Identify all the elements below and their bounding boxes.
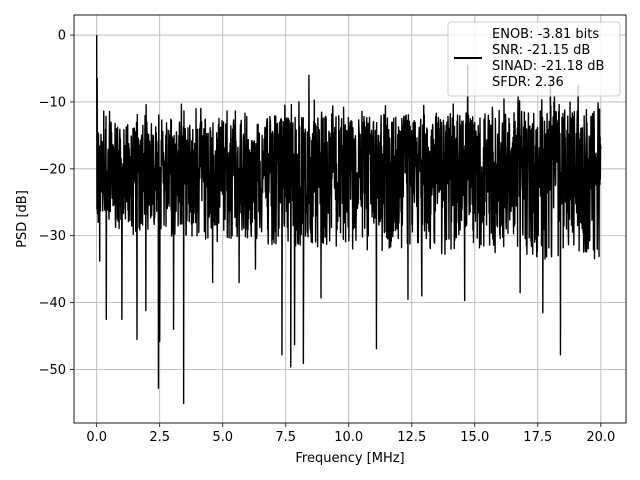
x-tick-label: 5.0 [212, 430, 233, 445]
x-tick-label: 2.5 [149, 430, 170, 445]
x-axis-label: Frequency [MHz] [295, 451, 404, 466]
legend-entry-sfdr: SFDR: 2.36 [492, 75, 564, 90]
legend-entry-sinad: SINAD: -21.18 dB [492, 59, 604, 74]
x-tick-label: 7.5 [275, 430, 296, 445]
legend-entry-enob: ENOB: -3.81 bits [492, 27, 599, 42]
x-tick-label: 12.5 [397, 430, 426, 445]
y-tick-label: 0 [58, 29, 66, 44]
x-tick-label: 17.5 [523, 430, 552, 445]
legend-entry-snr: SNR: -21.15 dB [492, 43, 590, 58]
x-tick-label: 10.0 [334, 430, 363, 445]
psd-series-line [95, 35, 602, 405]
y-tick-label: −40 [39, 296, 66, 311]
y-axis-label: PSD [dB] [15, 190, 30, 248]
x-tick-label: 20.0 [586, 430, 615, 445]
y-axis-ticks: 0 −10 −20 −30 −40 −50 [39, 29, 74, 378]
x-tick-label: 15.0 [460, 430, 489, 445]
legend-box [447, 21, 621, 97]
plot-frame [73, 14, 627, 424]
y-tick-label: −30 [39, 229, 66, 244]
legend: ENOB: -3.81 bits SNR: -21.15 dB SINAD: -… [447, 21, 621, 97]
psd-line-path [95, 35, 602, 405]
y-tick-label: −10 [39, 95, 66, 110]
x-tick-label: 0.0 [86, 430, 107, 445]
y-tick-label: −20 [39, 162, 66, 177]
y-tick-label: −50 [39, 363, 66, 378]
x-axis-ticks: 0.0 2.5 5.0 7.5 10.0 12.5 15.0 17.5 20.0 [86, 423, 615, 445]
